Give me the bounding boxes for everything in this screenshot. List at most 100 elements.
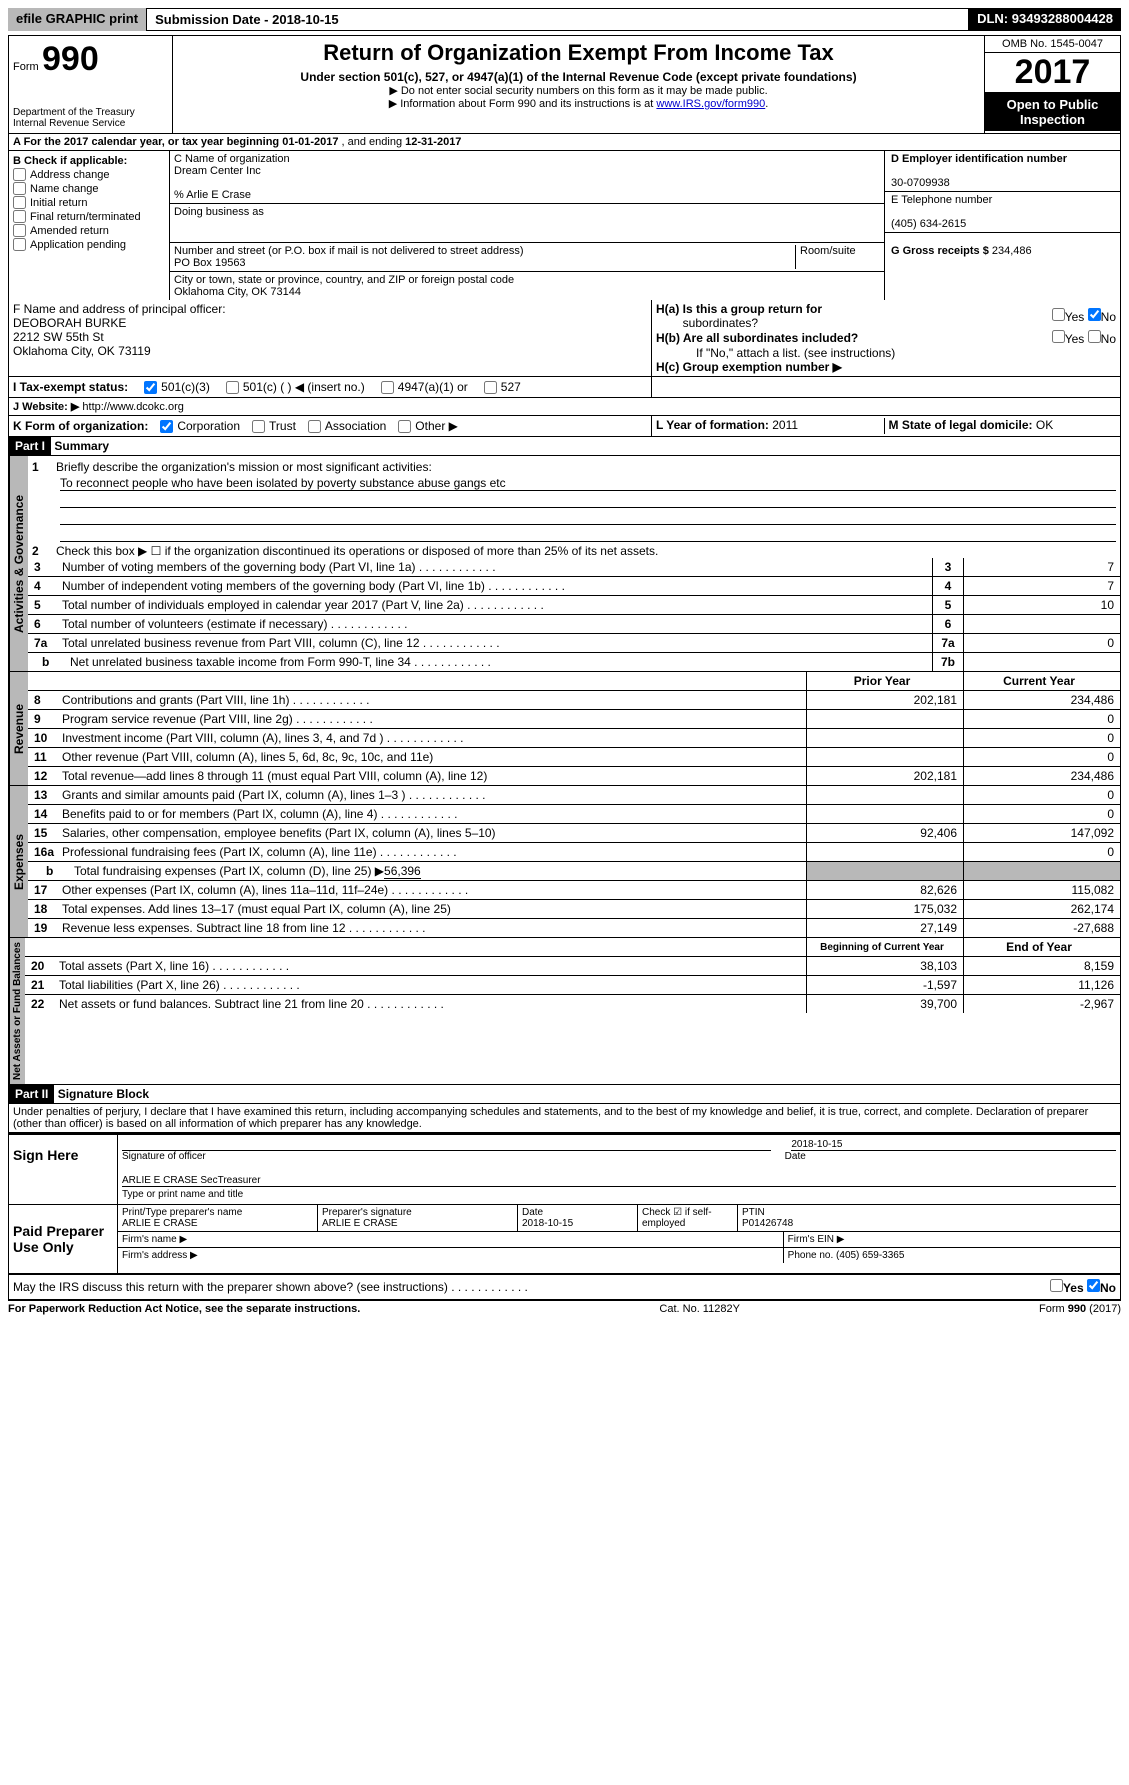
info-grid: B Check if applicable: Address change Na… [8,151,1121,300]
officer-typed-name: ARLIE E CRASE SecTreasurer [122,1175,1116,1187]
website: http://www.dcokc.org [82,401,184,413]
curr-13: 0 [963,786,1120,804]
val-3: 7 [964,558,1120,576]
curr-12: 234,486 [963,767,1120,785]
chk-ha-no[interactable] [1088,308,1101,321]
prior-15: 92,406 [806,824,963,842]
chk-discuss-no[interactable] [1087,1279,1100,1292]
chk-amended-return[interactable] [13,224,26,237]
section-revenue: Revenue Prior YearCurrent Year 8Contribu… [8,672,1121,786]
row-i: I Tax-exempt status: 501(c)(3) 501(c) ( … [8,377,1121,398]
val-5: 10 [964,596,1120,614]
city-label: City or town, state or province, country… [174,274,880,286]
omb-number: OMB No. 1545-0047 [985,36,1120,53]
prior-18: 175,032 [806,900,963,918]
officer-addr2: Oklahoma City, OK 73119 [13,344,647,358]
chk-application-pending[interactable] [13,238,26,251]
form-header: Form 990 Department of the Treasury Inte… [8,35,1121,134]
chk-trust[interactable] [252,420,265,433]
paid-preparer-label: Paid Preparer Use Only [9,1205,118,1273]
prior-19: 27,149 [806,919,963,937]
tel-label: E Telephone number [891,194,1114,206]
curr-15: 147,092 [963,824,1120,842]
row-f-h: F Name and address of principal officer:… [8,300,1121,377]
curr-10: 0 [963,729,1120,747]
prior-17: 82,626 [806,881,963,899]
chk-address-change[interactable] [13,168,26,181]
city: Oklahoma City, OK 73144 [174,286,880,298]
org-name-label: C Name of organization [174,153,880,165]
state-domicile: OK [1036,418,1053,432]
gross-label: G Gross receipts $ [891,245,992,257]
chk-501c3[interactable] [144,381,157,394]
box-b-label: B Check if applicable: [13,155,165,167]
box-b: B Check if applicable: Address change Na… [9,151,170,300]
officer-addr1: 2212 SW 55th St [13,330,647,344]
prior-9 [806,710,963,728]
submission-date: Submission Date - 2018-10-15 [146,8,969,31]
curr-17: 115,082 [963,881,1120,899]
prior-12: 202,181 [806,767,963,785]
form-prefix: Form [13,61,39,73]
year-formation: 2011 [772,418,798,432]
chk-initial-return[interactable] [13,196,26,209]
curr-16a: 0 [963,843,1120,861]
declaration: Under penalties of perjury, I declare th… [8,1104,1121,1133]
chk-ha-yes[interactable] [1052,308,1065,321]
prior-10 [806,729,963,747]
curr-8: 234,486 [963,691,1120,709]
prior-16a [806,843,963,861]
chk-corp[interactable] [160,420,173,433]
part2-header: Part II Signature Block [8,1085,1121,1104]
irs-link[interactable]: www.IRS.gov/form990 [656,98,765,110]
curr-14: 0 [963,805,1120,823]
dln: DLN: 93493288004428 [969,8,1121,31]
row-a-taxyear: A For the 2017 calendar year, or tax yea… [8,134,1121,151]
sign-here-label: Sign Here [9,1135,118,1204]
org-name: Dream Center Inc [174,165,880,177]
chk-other[interactable] [398,420,411,433]
chk-name-change[interactable] [13,182,26,195]
val-4: 7 [964,577,1120,595]
form-number: 990 [42,40,99,78]
chk-assoc[interactable] [308,420,321,433]
prior-11 [806,748,963,766]
dept-irs: Internal Revenue Service [13,118,168,129]
form-title: Return of Organization Exempt From Incom… [177,40,980,66]
curr-18: 262,174 [963,900,1120,918]
tax-year: 2017 [985,53,1120,93]
care-of: Arlie E Crase [186,189,251,201]
preparer-date: 2018-10-15 [522,1218,633,1229]
tel: (405) 634-2615 [891,218,1114,230]
open-to-public: Open to PublicInspection [985,93,1120,131]
chk-hb-yes[interactable] [1052,330,1065,343]
prior-13 [806,786,963,804]
chk-501c[interactable] [226,381,239,394]
gross-receipts: 234,486 [992,245,1032,257]
chk-final-return[interactable] [13,210,26,223]
footer-right: Form 990 (2017) [1039,1303,1121,1315]
box-f-label: F Name and address of principal officer: [13,302,647,316]
street-label: Number and street (or P.O. box if mail i… [174,245,795,257]
val-7a: 0 [964,634,1120,652]
row-j: J Website: ▶ http://www.dcokc.org [8,398,1121,416]
chk-hb-no[interactable] [1088,330,1101,343]
sig-date: 2018-10-15 [791,1139,1116,1151]
room-label: Room/suite [796,245,880,269]
chk-527[interactable] [484,381,497,394]
row-k: K Form of organization: Corporation Trus… [8,416,1121,437]
label-governance: Activities & Governance [9,456,28,671]
footer-mid: Cat. No. 11282Y [659,1303,740,1315]
fundraising-exp: 56,396 [384,864,421,879]
curr-9: 0 [963,710,1120,728]
section-netassets: Net Assets or Fund Balances Beginning of… [8,938,1121,1085]
part1-header: Part I Summary [8,437,1121,456]
chk-4947[interactable] [381,381,394,394]
ein-label: D Employer identification number [891,153,1114,165]
note-info: ▶ Information about Form 990 and its ins… [177,97,980,110]
box-c: C Name of organization Dream Center Inc … [170,151,885,300]
label-revenue: Revenue [9,672,28,785]
ptin: P01426748 [742,1218,1116,1229]
street: PO Box 19563 [174,257,795,269]
chk-discuss-yes[interactable] [1050,1279,1063,1292]
